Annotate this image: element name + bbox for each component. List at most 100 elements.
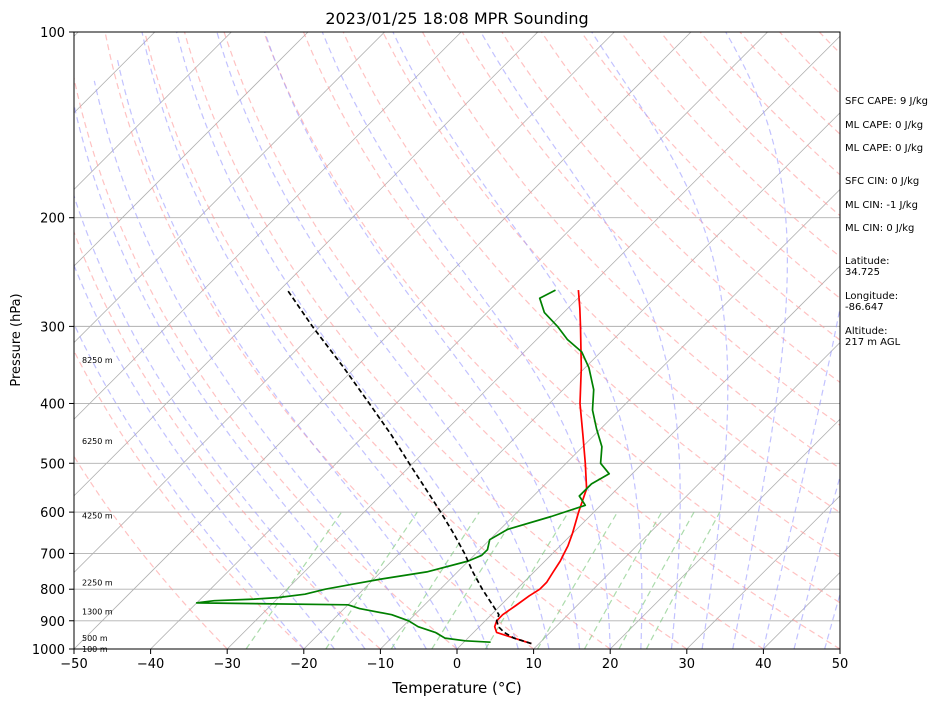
x-tick-label: −20 <box>290 657 317 672</box>
height-label: 8250 m <box>82 356 113 365</box>
moist-adiabat-line <box>74 193 366 649</box>
x-axis-label: Temperature (°C) <box>391 679 521 697</box>
moist-adiabat-line <box>74 263 335 649</box>
y-tick-label: 600 <box>40 506 65 521</box>
isotherm-line <box>74 32 462 420</box>
x-tick-label: −50 <box>60 657 87 672</box>
isotherm-line <box>150 32 768 649</box>
moist-adiabat-line <box>793 474 840 649</box>
moist-adiabat-line <box>824 592 840 649</box>
isotherm-line <box>74 32 539 497</box>
x-tick-label: 40 <box>755 657 772 672</box>
height-label: 1300 m <box>82 608 113 617</box>
mixing-ratio-line <box>536 511 618 649</box>
dry-adiabat-line <box>302 32 840 604</box>
moist-adiabat-line <box>176 32 519 649</box>
isotherm-line <box>533 342 840 649</box>
moist-adiabat-line <box>74 322 305 649</box>
ml-cin-text: ML CIN: -1 J/kg <box>845 200 918 211</box>
altitude-value: 217 m AGL <box>845 337 901 348</box>
dry-adiabat-line <box>74 349 305 649</box>
sfc-cin-text: SFC CIN: 0 J/kg <box>845 176 919 187</box>
x-tick-label: −10 <box>367 657 394 672</box>
dry-adiabat-line <box>660 32 840 217</box>
latitude-label: Latitude: <box>845 256 890 267</box>
dewpoint-profile-line <box>195 289 611 644</box>
chart-title: 2023/01/25 18:08 MPR Sounding <box>325 9 588 28</box>
moist-adiabat-line <box>264 32 581 649</box>
dry-adiabat-line <box>144 32 611 649</box>
dry-adiabat-line <box>699 32 840 176</box>
y-tick-label: 500 <box>40 457 65 472</box>
x-axis: −50 −40 −30 −20 −10 0 10 20 30 40 50 <box>60 649 848 672</box>
x-tick-label: 30 <box>679 657 696 672</box>
dry-adiabat-line <box>620 32 840 258</box>
y-tick-label: 200 <box>40 212 65 227</box>
background-lines <box>74 32 840 649</box>
y-tick-label: 1000 <box>32 643 65 658</box>
isotherm-line <box>74 32 692 649</box>
x-tick-label: 50 <box>832 657 849 672</box>
moist-adiabat-line <box>216 32 550 649</box>
mixing-ratio-line <box>583 511 663 649</box>
ml-cape-text-2: ML CAPE: 0 J/kg <box>845 143 923 154</box>
x-tick-label: 0 <box>453 657 461 672</box>
moist-adiabat-line <box>480 32 681 649</box>
dry-adiabat-line <box>263 32 840 649</box>
height-label: 500 m <box>82 634 108 643</box>
moist-adiabat-line <box>93 80 427 649</box>
dry-adiabat-line <box>421 32 840 470</box>
moist-adiabat-line <box>591 32 729 649</box>
dry-adiabat-line <box>501 32 840 384</box>
mixing-ratio-line <box>390 511 480 649</box>
moist-adiabat-line <box>321 32 611 649</box>
y-tick-label: 100 <box>40 26 65 41</box>
y-tick-label: 800 <box>40 583 65 598</box>
ml-cin-text-2: ML CIN: 0 J/kg <box>845 223 914 234</box>
moist-adiabat-line <box>116 57 458 649</box>
mixing-ratio-line <box>645 511 721 649</box>
dry-adiabat-line <box>74 75 458 649</box>
sfc-cape-text: SFC CAPE: 9 J/kg <box>845 96 928 107</box>
y-tick-label: 700 <box>40 547 65 562</box>
longitude-value: -86.647 <box>845 302 884 313</box>
dry-adiabat-line <box>223 32 764 649</box>
moist-adiabat-line <box>74 102 397 649</box>
dry-adiabat-line <box>74 230 381 649</box>
y-axis: 100 200 300 400 500 600 700 800 900 1000 <box>32 26 74 658</box>
isotherm-line <box>380 188 840 649</box>
dry-adiabat-line <box>183 32 688 649</box>
isotherm-line <box>226 35 840 649</box>
isotherm-line <box>74 32 232 190</box>
dry-adiabat-line <box>342 32 840 558</box>
parcel-profile-line <box>286 289 532 645</box>
mixing-ratio-line <box>431 511 519 649</box>
x-tick-label: 10 <box>525 657 542 672</box>
isotherm-line <box>686 495 840 649</box>
data-lines <box>195 289 611 645</box>
y-tick-label: 400 <box>40 397 65 412</box>
y-tick-label: 300 <box>40 320 65 335</box>
moist-adiabat-line <box>762 305 840 649</box>
moist-adiabat-line <box>392 32 643 649</box>
isotherm-line <box>74 32 309 267</box>
ml-cape-text: ML CAPE: 0 J/kg <box>845 120 923 131</box>
y-tick-label: 900 <box>40 615 65 630</box>
side-panel: SFC CAPE: 9 J/kg ML CAPE: 0 J/kg ML CAPE… <box>845 96 928 348</box>
moist-adiabat-line <box>725 32 789 649</box>
isotherm-line <box>303 112 840 649</box>
x-tick-label: −40 <box>137 657 164 672</box>
mixing-ratio-line <box>618 511 695 649</box>
longitude-label: Longitude: <box>845 291 898 302</box>
dry-adiabat-line <box>461 32 840 426</box>
isotherm-line <box>609 418 840 649</box>
y-axis-label: Pressure (hPa) <box>9 293 24 386</box>
isotherm-line <box>74 32 385 344</box>
dry-adiabat-line <box>541 32 840 341</box>
height-label: 2250 m <box>82 578 113 587</box>
latitude-value: 34.725 <box>845 267 880 278</box>
x-tick-label: 20 <box>602 657 619 672</box>
mixing-ratio-line <box>484 511 569 649</box>
x-tick-label: −30 <box>213 657 240 672</box>
